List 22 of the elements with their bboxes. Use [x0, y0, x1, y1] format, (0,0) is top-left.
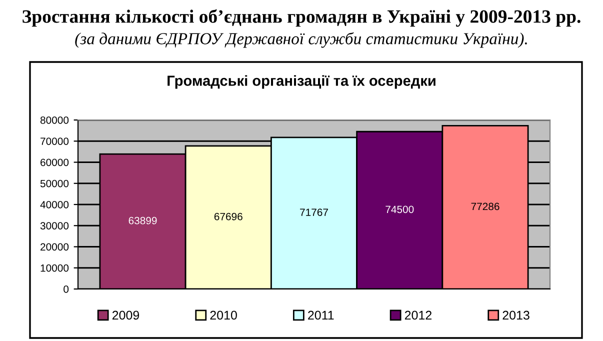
- data-label: 77286: [471, 202, 500, 210]
- y-tick-label: 70000: [40, 138, 69, 145]
- legend-label: 2010: [210, 310, 237, 320]
- data-label: 67696: [214, 212, 242, 220]
- y-tick-label: 60000: [40, 158, 69, 166]
- y-tick-label: 50000: [40, 180, 69, 188]
- y-tick-label: 30000: [40, 222, 69, 230]
- data-label: 71767: [300, 208, 328, 216]
- chart-title: Зростання кількості об’єднань громадян в Україні у 2009-2013 рр.: [22, 9, 580, 27]
- data-label: 74500: [386, 206, 414, 214]
- chart-subtitle: (за даними ЄДРПОУ Державної служби статистики України).: [75, 32, 527, 48]
- legend-label: 2011: [308, 310, 334, 320]
- y-tick-label: 10000: [40, 264, 69, 272]
- y-tick-label: 40000: [40, 201, 69, 208]
- y-tick-label: 80000: [40, 116, 69, 124]
- legend-label: 2012: [404, 310, 432, 320]
- text: Громадські організації та їх осередки: [168, 75, 436, 89]
- y-tick-label: 20000: [40, 243, 69, 251]
- legend-label: 2013: [502, 310, 530, 320]
- data-label: 63899: [128, 216, 157, 224]
- legend-label: 2009: [112, 310, 140, 320]
- y-tick-label: 0: [64, 286, 69, 293]
